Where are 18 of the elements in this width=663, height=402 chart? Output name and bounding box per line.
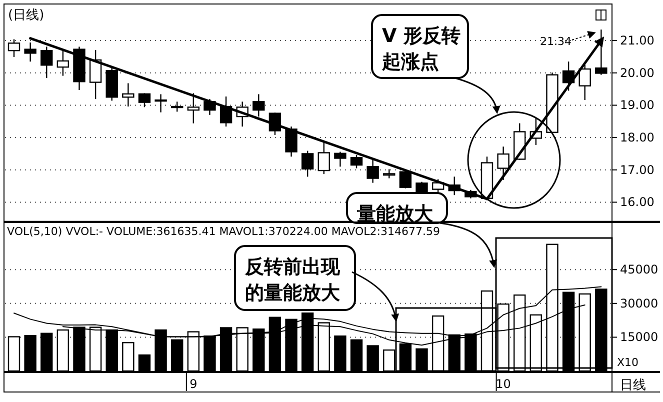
y-tick-label: 18.00	[620, 130, 654, 145]
annotation: 21.34	[540, 35, 572, 48]
y-tick-label: 17.00	[620, 162, 654, 177]
annotation: V 形反转起涨点	[381, 25, 460, 73]
y-tick-label: 19.00	[620, 98, 654, 112]
y-tick-label: 16.00	[620, 195, 654, 210]
text: 日线	[620, 378, 646, 393]
y-tick-label: 45000	[620, 262, 658, 277]
y-tick-label: 21.00	[620, 34, 654, 48]
x-tick-label: 10	[496, 377, 511, 391]
annotation: VOL(5,10) VVOL:- VOLUME:361635.41 MAVOL1:370224.00 MAVOL2:314677.59	[7, 225, 440, 238]
chart-title: (日线)	[8, 8, 44, 23]
y-tick-label: 15000	[620, 330, 658, 344]
annotation: 反转前出现的量能放大	[244, 256, 341, 304]
y-tick-label: 20.00	[620, 66, 654, 80]
text: X10	[617, 356, 639, 369]
y-tick-label: 30000	[620, 296, 658, 310]
x-tick-label: 9	[190, 377, 198, 391]
